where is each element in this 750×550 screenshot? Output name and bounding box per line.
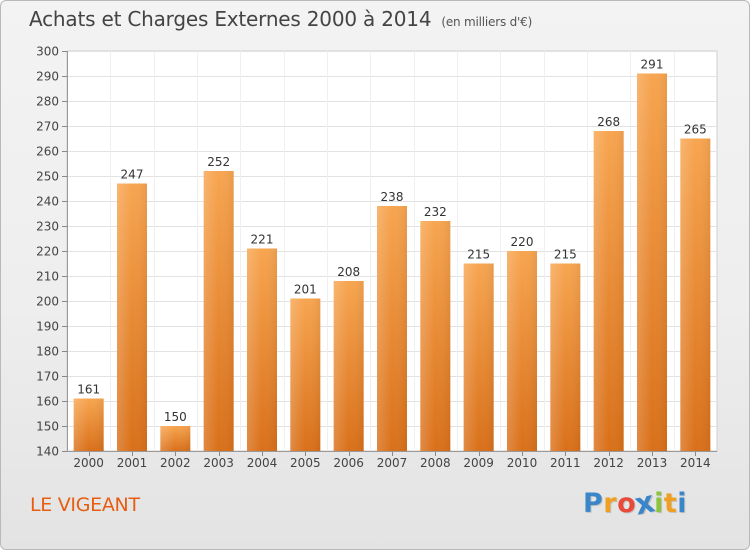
data-label: 201 — [294, 283, 317, 297]
bar-shade — [463, 263, 494, 451]
data-label: 215 — [467, 248, 490, 262]
bar-shade — [333, 281, 364, 451]
x-tick-label: 2005 — [290, 456, 321, 470]
y-tick-label: 230 — [36, 220, 59, 234]
y-tick-label: 150 — [36, 420, 59, 434]
x-tick-label: 2014 — [680, 456, 711, 470]
bar-shade — [203, 171, 234, 451]
x-tick-label: 2000 — [73, 456, 104, 470]
data-label: 291 — [641, 58, 664, 72]
data-label: 268 — [597, 115, 620, 129]
data-label: 238 — [381, 190, 404, 204]
logo-letter: r — [603, 488, 618, 519]
logo-letter: i — [654, 488, 664, 519]
bar-shade — [420, 221, 451, 451]
y-tick-label: 280 — [36, 95, 59, 109]
data-label: 215 — [554, 248, 577, 262]
x-tick-label: 2004 — [247, 456, 278, 470]
x-tick-label: 2002 — [160, 456, 191, 470]
bar-shade — [593, 131, 624, 451]
y-tick-label: 260 — [36, 145, 59, 159]
x-tick-label: 2008 — [420, 456, 451, 470]
bar-shade — [117, 183, 147, 451]
y-tick-label: 140 — [36, 445, 59, 459]
y-tick-label: 170 — [36, 370, 59, 384]
bar-shade — [507, 251, 537, 451]
place-name: LE VIGEANT — [30, 494, 140, 516]
bar-shade — [550, 263, 581, 451]
data-label: 161 — [77, 383, 100, 397]
logo-letter: o — [617, 488, 637, 519]
x-tick-label: 2003 — [203, 456, 234, 470]
data-label: 208 — [337, 265, 360, 279]
bar-shade — [73, 398, 104, 451]
y-tick-label: 160 — [36, 395, 59, 409]
x-tick-label: 2009 — [463, 456, 494, 470]
y-tick-label: 270 — [36, 120, 59, 134]
logo-letter: P — [583, 488, 604, 519]
bar-shade — [160, 426, 191, 451]
data-label: 247 — [121, 168, 144, 182]
x-tick-label: 2006 — [333, 456, 364, 470]
data-label: 232 — [424, 205, 447, 219]
x-tick-label: 2007 — [377, 456, 408, 470]
bar-shade — [290, 298, 321, 451]
y-tick-label: 200 — [36, 295, 59, 309]
bar-shade — [637, 73, 667, 451]
y-tick-label: 290 — [36, 70, 59, 84]
y-tick-label: 250 — [36, 170, 59, 184]
logo-letter: i — [677, 488, 688, 519]
x-tick-label: 2013 — [637, 456, 668, 470]
bar-shade — [680, 138, 711, 451]
y-tick-label: 220 — [36, 245, 59, 259]
logo-letter: t — [663, 488, 678, 519]
y-tick-label: 180 — [36, 345, 59, 359]
data-label: 221 — [251, 233, 274, 247]
bar-shade — [377, 206, 407, 451]
y-tick-label: 190 — [36, 320, 59, 334]
chart-title: Achats et Charges Externes 2000 à 2014 (e… — [29, 7, 532, 31]
x-tick-label: 2010 — [507, 456, 538, 470]
chart-title-text: Achats et Charges Externes 2000 à 2014 — [29, 7, 432, 31]
x-tick-label: 2012 — [593, 456, 624, 470]
data-label: 265 — [684, 123, 707, 137]
y-tick-label: 210 — [36, 270, 59, 284]
data-label: 220 — [511, 235, 534, 249]
bar-shade — [247, 248, 277, 451]
x-tick-label: 2011 — [550, 456, 581, 470]
proxiti-logo: Proxiti — [583, 485, 688, 522]
chart-subtitle: (en milliers d'€) — [441, 15, 533, 29]
data-label: 150 — [164, 410, 187, 424]
y-tick-label: 240 — [36, 195, 59, 209]
x-tick-label: 2001 — [117, 456, 148, 470]
data-label: 252 — [207, 155, 230, 169]
y-tick-label: 300 — [36, 45, 59, 59]
